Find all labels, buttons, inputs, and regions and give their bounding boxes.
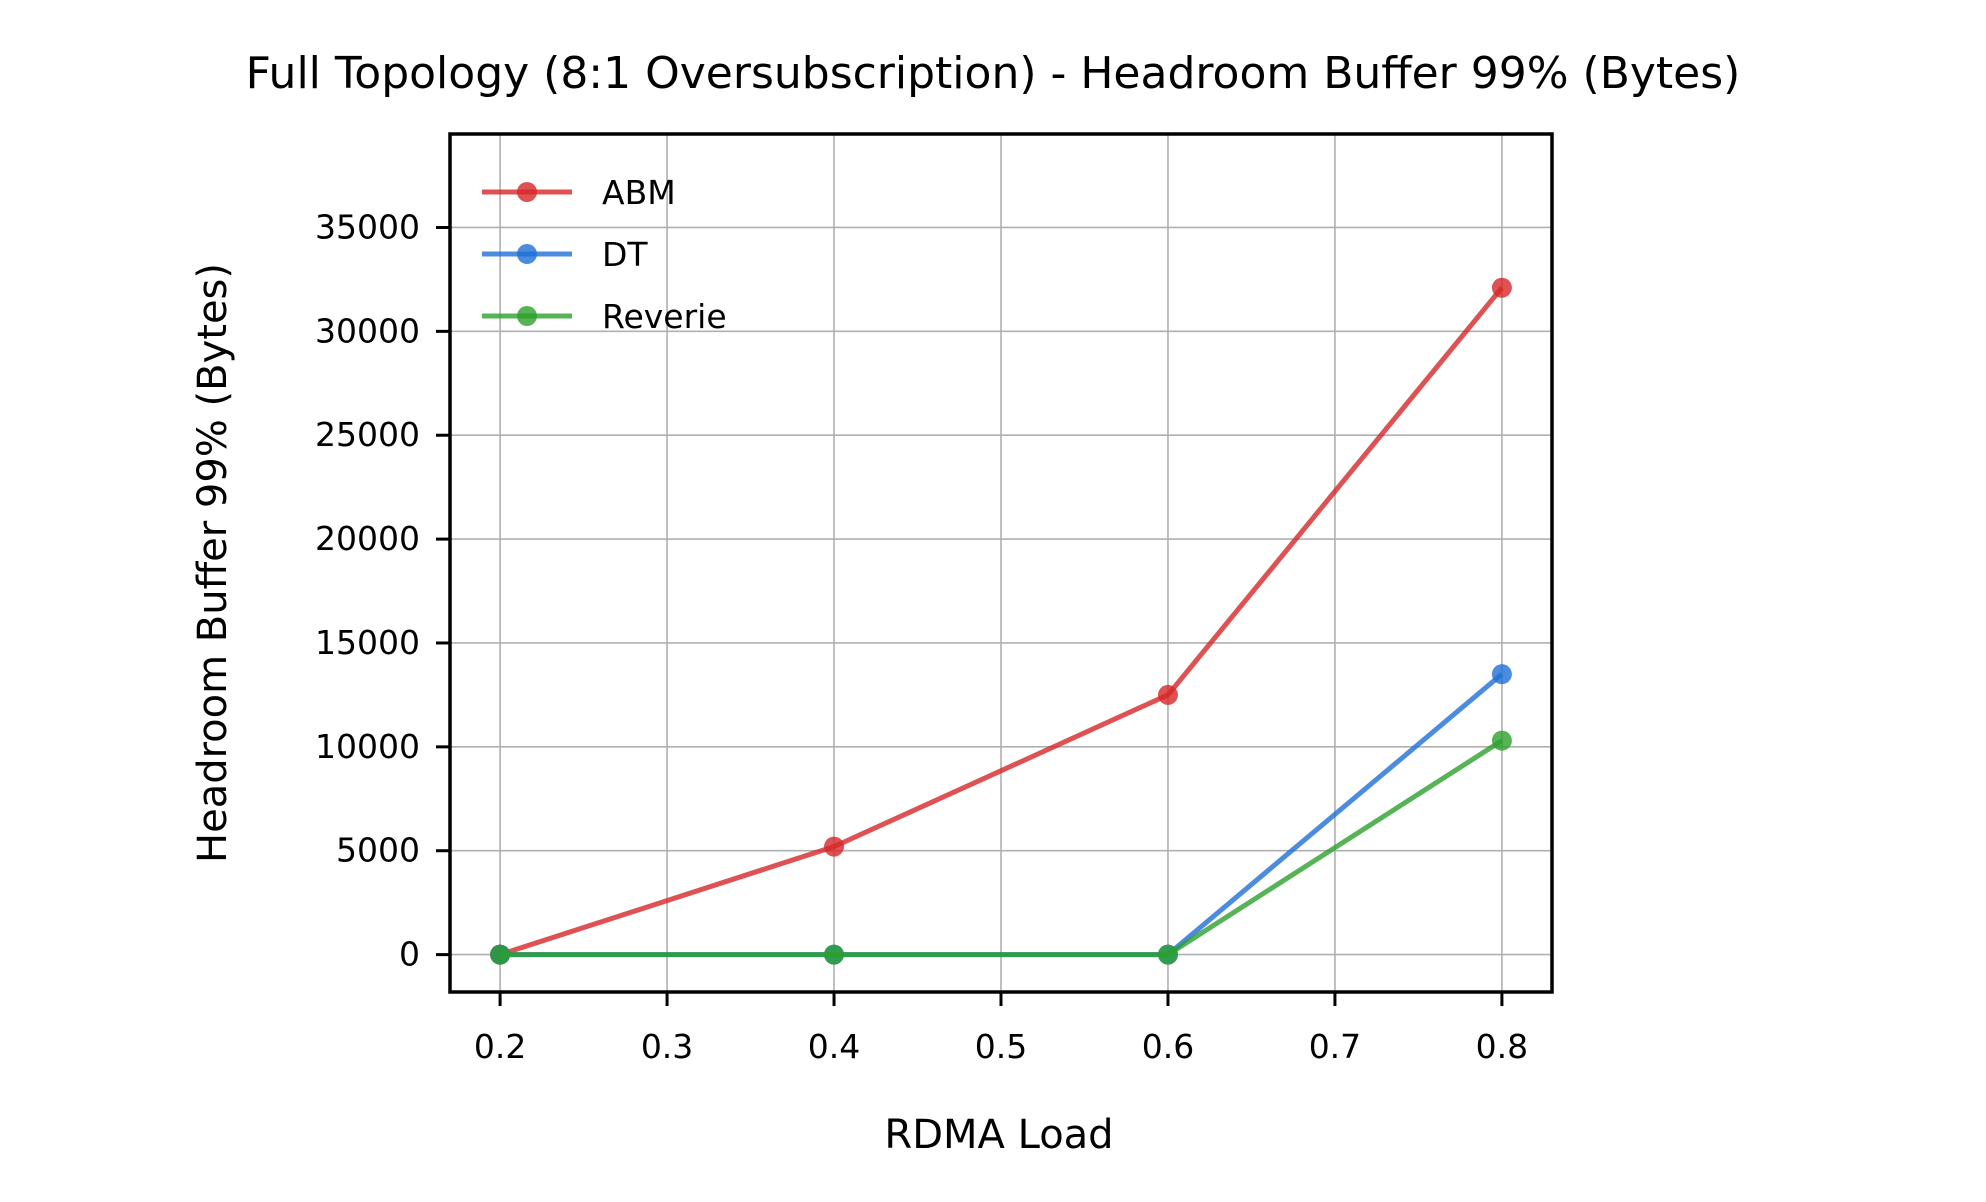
legend-item-dt: DT	[482, 235, 648, 274]
data-point-reverie	[824, 944, 845, 965]
legend-swatch-marker	[517, 182, 537, 202]
series-lines	[490, 277, 1512, 965]
grid	[450, 134, 1552, 992]
y-tick-label: 20000	[315, 519, 420, 558]
legend-swatch-marker	[517, 244, 537, 264]
legend-label: Reverie	[602, 297, 727, 336]
x-tick-label: 0.2	[474, 1027, 526, 1066]
y-tick-label: 35000	[315, 207, 420, 246]
data-point-dt	[1491, 664, 1512, 685]
legend-item-abm: ABM	[482, 173, 676, 212]
x-tick-label: 0.8	[1476, 1027, 1528, 1066]
data-point-reverie	[490, 944, 511, 965]
y-tick-label: 25000	[315, 415, 420, 454]
y-tick-label: 5000	[336, 831, 420, 870]
y-axis-label: Headroom Buffer 99% (Bytes)	[190, 263, 236, 863]
x-tick-label: 0.3	[641, 1027, 693, 1066]
axis-ticks: 0.2 0.3 0.4 0.5 0.6 0.7 0.8 0 5000 10000 15000 2000…	[315, 207, 1528, 1066]
series-line-reverie	[500, 738, 1504, 958]
x-tick-label: 0.7	[1309, 1027, 1361, 1066]
legend-item-reverie: Reverie	[482, 297, 727, 336]
chart-title: Full Topology (8:1 Oversubscription) - H…	[246, 48, 1741, 99]
legend-label: ABM	[602, 173, 676, 212]
y-tick-label: 10000	[315, 727, 420, 766]
data-point-reverie	[1157, 944, 1178, 965]
data-point-reverie	[1491, 730, 1512, 751]
data-point-abm	[824, 836, 845, 857]
y-tick-label: 30000	[315, 311, 420, 350]
data-point-abm	[1491, 277, 1512, 298]
series-line-abm	[499, 286, 1504, 957]
y-tick-label: 15000	[315, 623, 420, 662]
y-tick-label: 0	[399, 935, 420, 974]
x-tick-label: 0.6	[1142, 1027, 1194, 1066]
x-tick-label: 0.4	[808, 1027, 860, 1066]
legend-label: DT	[602, 235, 648, 274]
legend: ABM DT Reverie	[482, 173, 727, 336]
x-axis-label: RDMA Load	[884, 1112, 1113, 1158]
legend-swatch-marker	[517, 306, 537, 326]
x-tick-label: 0.5	[975, 1027, 1027, 1066]
data-point-abm	[1157, 684, 1178, 705]
